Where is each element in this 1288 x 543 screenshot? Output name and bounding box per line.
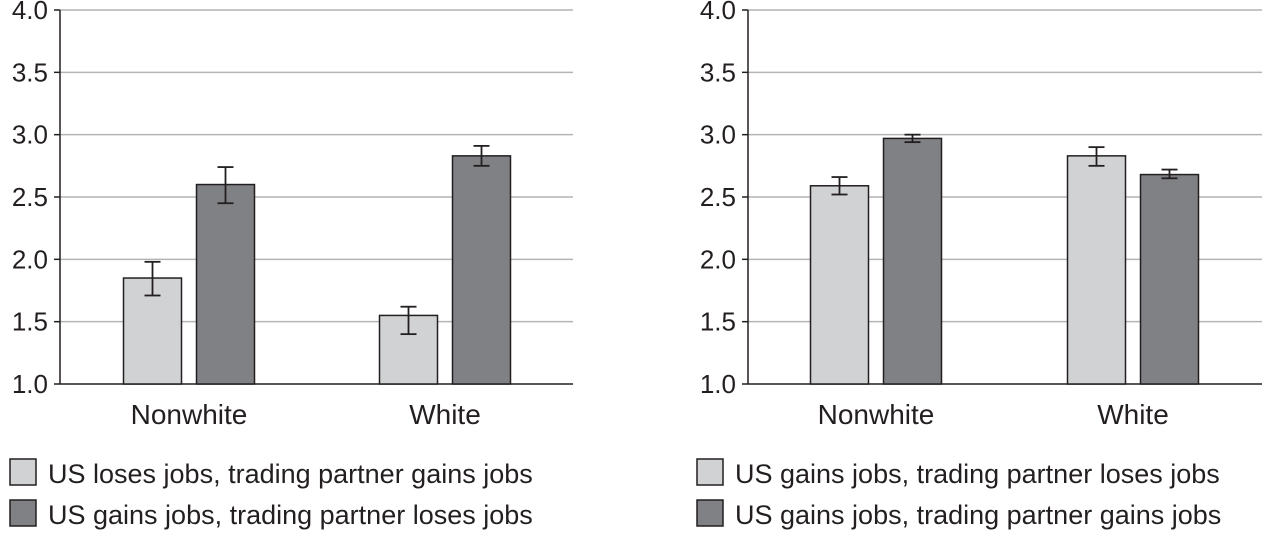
- legend-label: US loses jobs, trading partner gains job…: [48, 459, 533, 489]
- x-category-label: Nonwhite: [131, 399, 248, 430]
- legend-label: US gains jobs, trading partner loses job…: [48, 500, 533, 530]
- x-category-label: White: [1097, 399, 1169, 430]
- y-tick-label: 2.0: [12, 244, 48, 274]
- legend-swatch: [9, 499, 37, 527]
- y-tick-label: 3.5: [12, 57, 48, 87]
- y-tick-label: 3.0: [700, 120, 736, 150]
- y-tick-label: 1.5: [12, 307, 48, 337]
- bar: [882, 137, 943, 385]
- y-tick-label: 4.0: [12, 0, 48, 25]
- bar: [809, 185, 870, 385]
- x-category-label: White: [409, 399, 481, 430]
- y-tick-label: 4.0: [700, 0, 736, 25]
- bar: [195, 183, 256, 385]
- legend-swatch: [696, 499, 724, 527]
- left-chart-panel: 1.0 1.5 2.0 2.5 3.0 3.5 4.0 Nonwhite White US los…: [9, 0, 573, 530]
- legend-label: US gains jobs, trading partner loses job…: [735, 459, 1220, 489]
- x-category-label: Nonwhite: [818, 399, 935, 430]
- y-tick-label: 1.0: [700, 369, 736, 399]
- right-chart-panel: 1.0 1.5 2.0 2.5 3.0 3.5 4.0 Nonwhite White US gai…: [696, 0, 1262, 530]
- legend-swatch: [696, 458, 724, 486]
- y-tick-label: 3.0: [12, 120, 48, 150]
- bar: [451, 155, 512, 385]
- bar: [1066, 155, 1127, 385]
- y-tick-label: 3.5: [700, 57, 736, 87]
- y-tick-label: 1.5: [700, 307, 736, 337]
- y-tick-label: 2.5: [700, 182, 736, 212]
- legend-swatch: [9, 458, 37, 486]
- y-tick-label: 1.0: [12, 369, 48, 399]
- y-tick-label: 2.5: [12, 182, 48, 212]
- legend-label: US gains jobs, trading partner gains job…: [735, 500, 1221, 530]
- bar: [1139, 173, 1200, 385]
- y-tick-label: 2.0: [700, 244, 736, 274]
